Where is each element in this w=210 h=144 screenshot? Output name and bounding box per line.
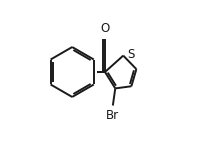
Text: Br: Br	[106, 109, 119, 122]
Text: S: S	[127, 48, 135, 61]
Text: O: O	[100, 22, 110, 35]
